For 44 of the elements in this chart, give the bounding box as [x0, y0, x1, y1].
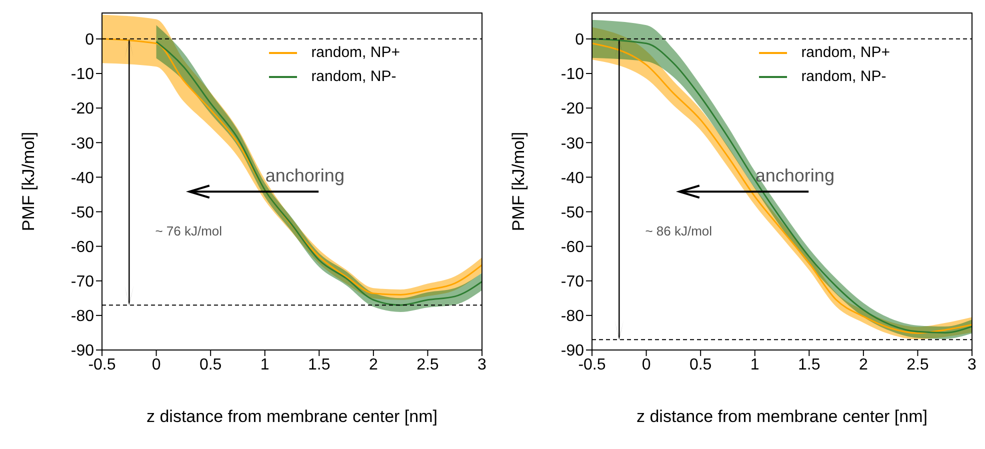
x-axis-title: z distance from membrane center [nm] [146, 407, 438, 426]
y-tick-label: -40 [70, 170, 94, 187]
x-tick-label: 0.5 [199, 356, 222, 374]
legend-label: random, NP+ [311, 43, 400, 63]
y-tick-label: -80 [560, 308, 584, 326]
x-tick-label: 0.5 [689, 356, 712, 374]
x-tick-label: 2.5 [906, 356, 929, 374]
y-tick-label: -30 [70, 135, 94, 152]
x-tick-label: 1 [750, 356, 760, 374]
y-tick-label: 0 [85, 32, 94, 49]
y-tick-label: -70 [560, 274, 584, 291]
x-tick-label: 0 [152, 356, 161, 374]
x-tick-label: 2 [858, 356, 868, 374]
y-tick-label: -30 [560, 135, 584, 152]
x-tick-label: 1.5 [308, 356, 330, 374]
annotation: anchoring [755, 166, 834, 186]
legend-label: random, NP+ [801, 43, 890, 63]
y-tick-label: -50 [70, 204, 94, 222]
y-tick-label: -50 [560, 204, 584, 222]
x-tick-label: 1 [260, 356, 270, 374]
x-tick-label: 2.5 [416, 356, 439, 374]
x-tick-label: 0 [642, 356, 651, 374]
x-axis-title: z distance from membrane center [nm] [636, 407, 928, 426]
y-tick-label: -70 [70, 274, 94, 291]
y-tick-label: -40 [560, 170, 584, 187]
x-tick-label: 3 [968, 356, 977, 374]
y-axis-title: PMF [kJ/mol] [19, 132, 38, 232]
y-tick-label: -20 [70, 100, 94, 118]
y-tick-label: -60 [70, 238, 94, 256]
y-tick-label: -60 [560, 238, 584, 256]
annotation: ~ 76 kJ/mol [155, 223, 222, 238]
x-tick-label: 2 [368, 356, 378, 374]
x-tick-label: 1.5 [798, 356, 820, 374]
annotation: anchoring [265, 166, 344, 186]
y-axis-title: PMF [kJ/mol] [509, 132, 528, 232]
y-tick-label: -10 [70, 66, 94, 84]
y-tick-label: 0 [575, 32, 584, 49]
x-tick-label: 3 [478, 356, 487, 374]
y-tick-label: -10 [560, 66, 584, 84]
annotation: ~ 86 kJ/mol [645, 223, 712, 238]
y-tick-label: -20 [560, 100, 584, 118]
legend-label: random, NP- [801, 67, 886, 87]
legend-label: random, NP- [311, 67, 396, 87]
y-tick-label: -80 [70, 308, 94, 326]
